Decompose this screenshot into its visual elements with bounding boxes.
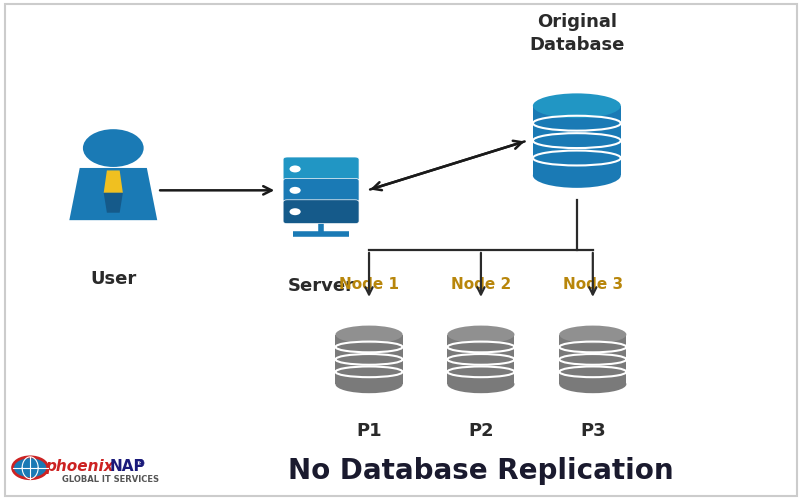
Ellipse shape xyxy=(533,163,621,188)
FancyBboxPatch shape xyxy=(533,106,621,176)
Ellipse shape xyxy=(559,376,626,393)
Text: Node 2: Node 2 xyxy=(451,278,511,292)
FancyBboxPatch shape xyxy=(335,334,403,384)
Ellipse shape xyxy=(448,376,515,393)
Polygon shape xyxy=(69,168,157,220)
Text: Node 1: Node 1 xyxy=(339,278,399,292)
Polygon shape xyxy=(103,170,123,193)
FancyBboxPatch shape xyxy=(283,157,359,181)
Polygon shape xyxy=(103,193,123,212)
Ellipse shape xyxy=(335,376,403,393)
Text: P3: P3 xyxy=(580,422,606,440)
Ellipse shape xyxy=(335,326,403,344)
Ellipse shape xyxy=(559,326,626,344)
Text: NAP: NAP xyxy=(110,459,146,474)
Circle shape xyxy=(290,187,301,194)
Ellipse shape xyxy=(533,94,621,118)
Text: Server: Server xyxy=(288,278,354,295)
FancyBboxPatch shape xyxy=(283,200,359,224)
Text: Node 3: Node 3 xyxy=(563,278,623,292)
Text: P1: P1 xyxy=(356,422,382,440)
Text: phoenix: phoenix xyxy=(46,459,114,474)
Circle shape xyxy=(290,166,301,172)
Text: ®: ® xyxy=(136,460,145,469)
FancyBboxPatch shape xyxy=(283,178,359,203)
Circle shape xyxy=(290,208,301,215)
Text: Original
Database: Original Database xyxy=(529,14,625,54)
Ellipse shape xyxy=(448,326,515,344)
Text: GLOBAL IT SERVICES: GLOBAL IT SERVICES xyxy=(62,475,159,484)
Text: No Database Replication: No Database Replication xyxy=(288,458,674,485)
Circle shape xyxy=(83,129,144,167)
Text: P2: P2 xyxy=(468,422,494,440)
FancyBboxPatch shape xyxy=(559,334,626,384)
Circle shape xyxy=(13,457,48,478)
Text: User: User xyxy=(90,270,136,288)
FancyBboxPatch shape xyxy=(448,334,515,384)
